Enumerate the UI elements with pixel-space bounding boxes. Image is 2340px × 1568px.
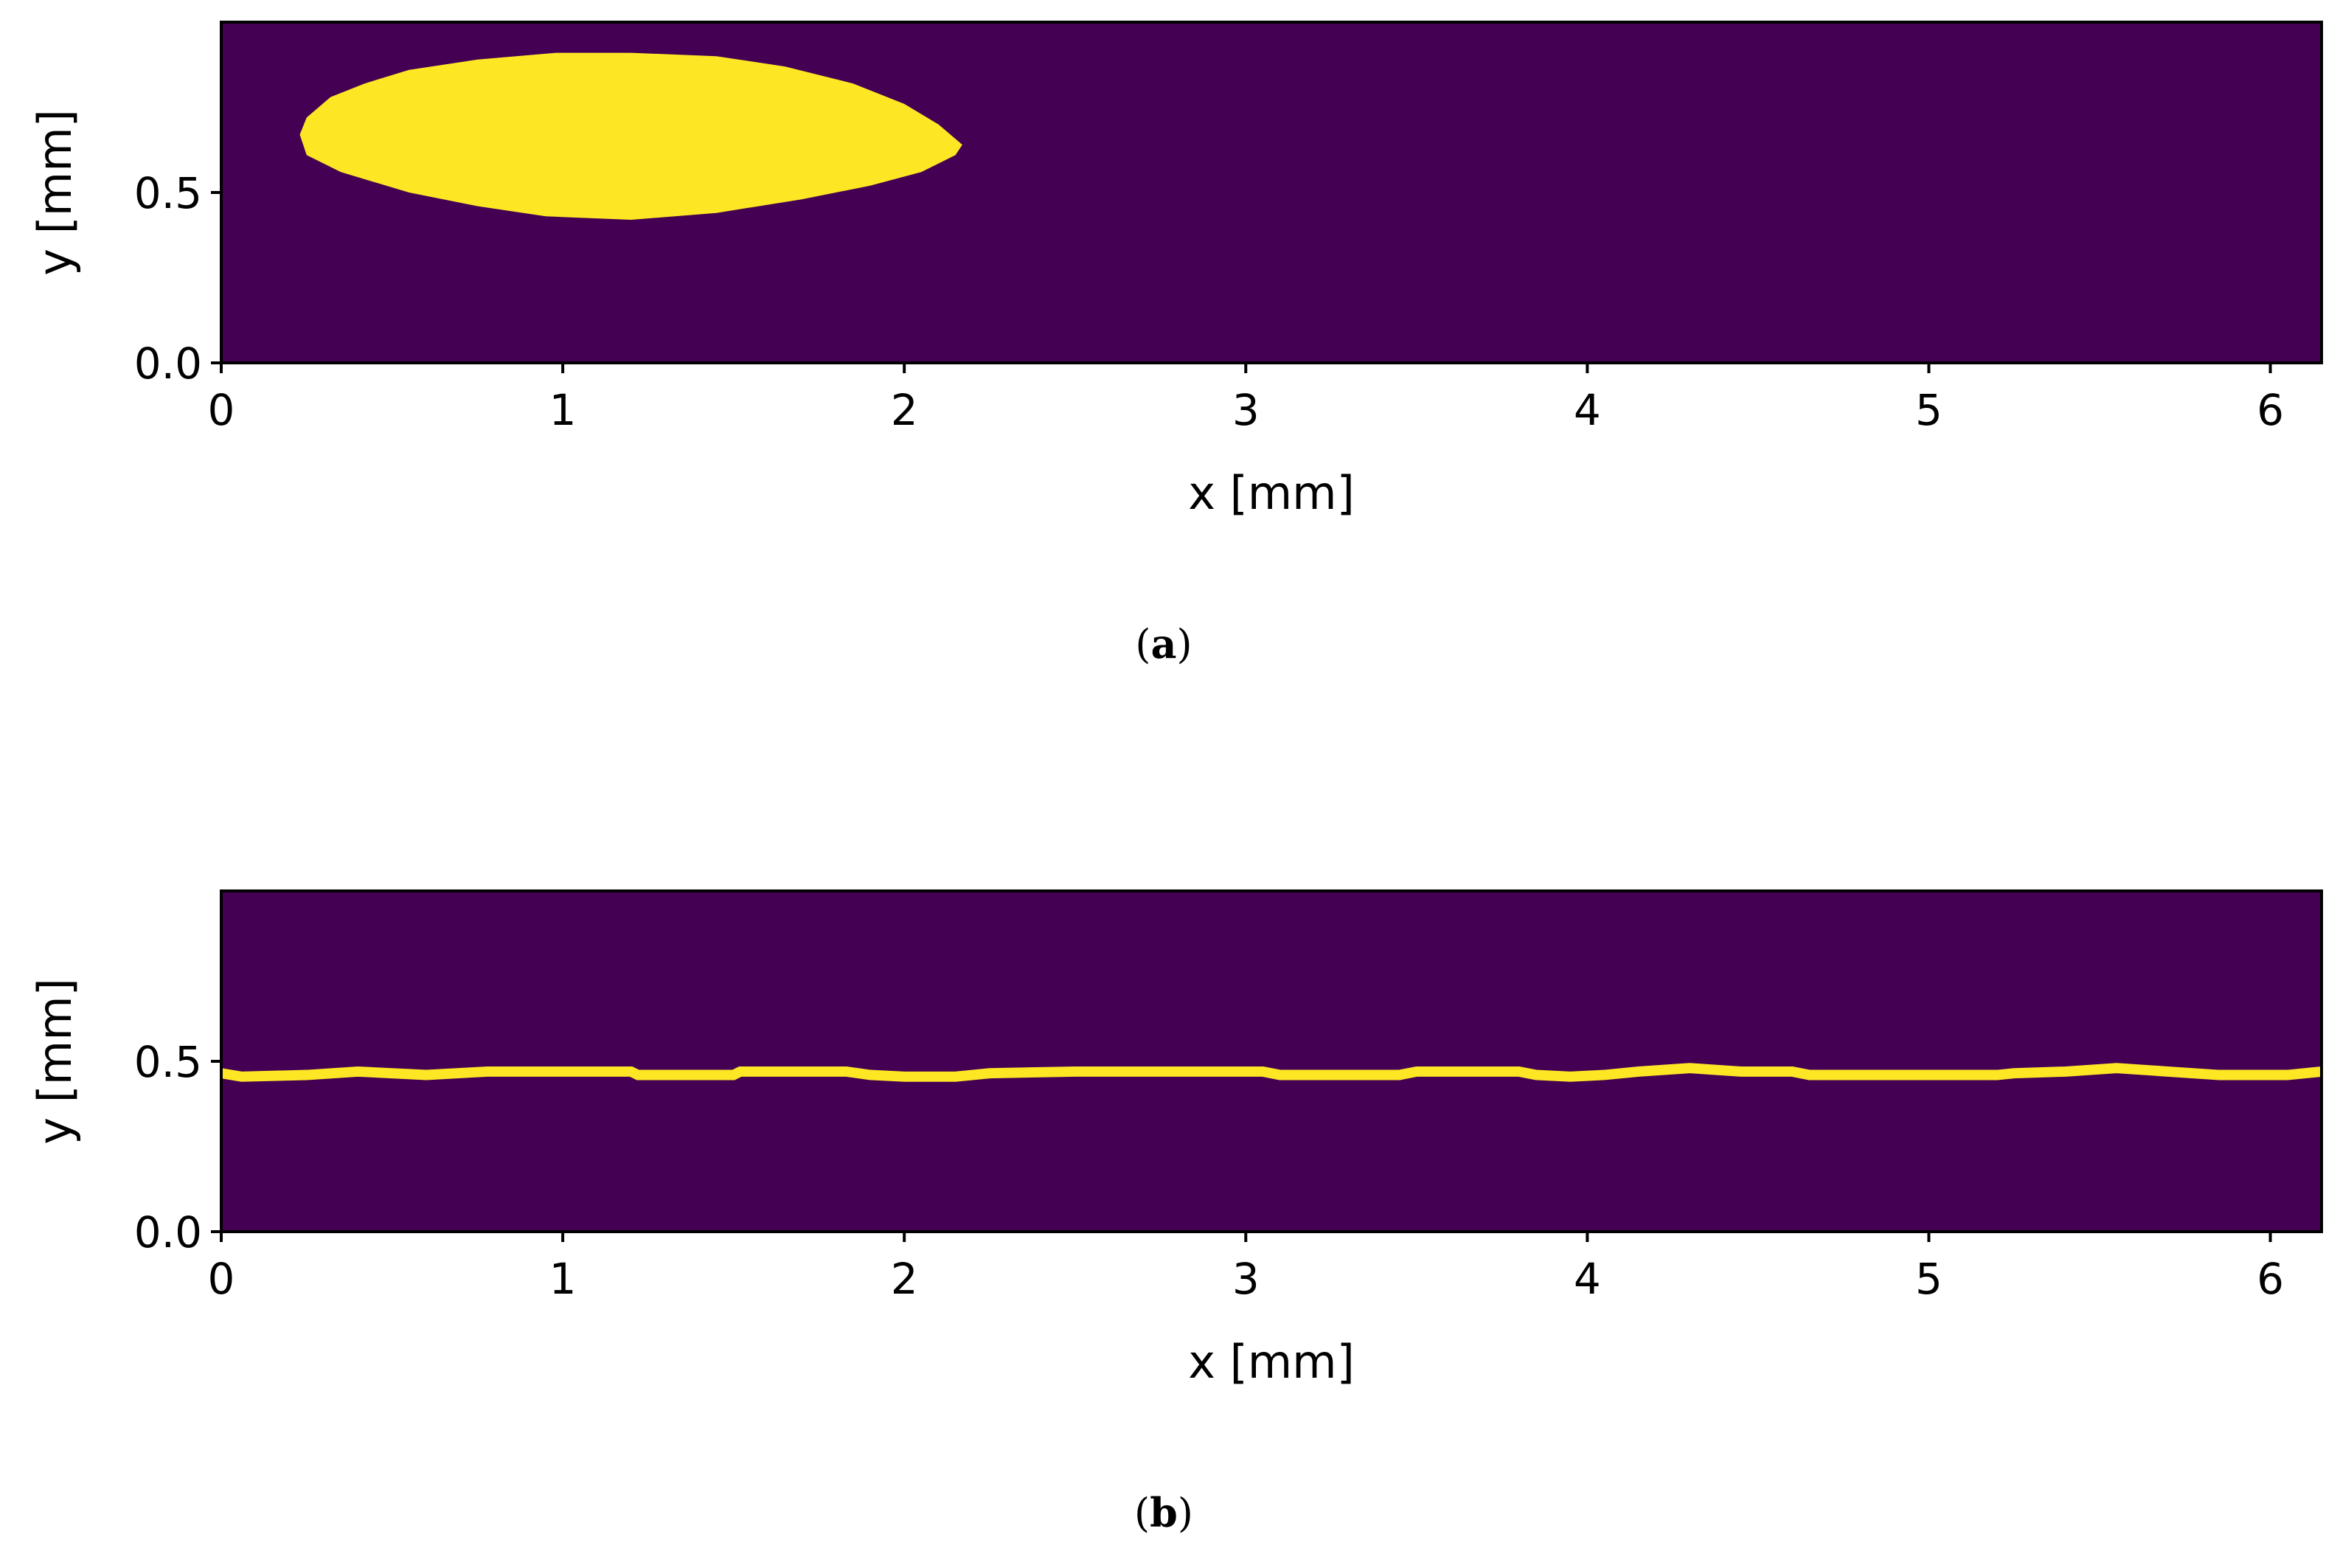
- x-tick-label: 5: [1915, 385, 1943, 435]
- y-tick-label: 0.0: [134, 339, 202, 389]
- film-line: [220, 1063, 2322, 1082]
- x-tick-label: 4: [1574, 1254, 1601, 1304]
- x-tick-label: 2: [891, 1254, 918, 1304]
- x-tick-label: 5: [1915, 1254, 1943, 1304]
- x-tick-label: 6: [2257, 385, 2284, 435]
- y-tick-label: 0.5: [134, 168, 202, 218]
- x-axis-label: x [mm]: [1188, 1335, 1355, 1389]
- subfigure-caption: (b): [1134, 1489, 1193, 1536]
- x-tick-label: 0: [208, 1254, 235, 1304]
- subfigure-caption: (a): [1135, 620, 1192, 667]
- x-tick-label: 3: [1232, 1254, 1260, 1304]
- y-axis-label: y [mm]: [28, 109, 82, 276]
- x-axis-label: x [mm]: [1188, 466, 1355, 520]
- bubble-region: [299, 52, 962, 220]
- panel-a: 0 1 2 3 4 5 6 0.0 0.5 x [mm] y [mm] (a): [28, 21, 2323, 667]
- panel-b: 0 1 2 3 4 5 6 0.0 0.5 x [mm] y [mm] (b): [28, 889, 2323, 1536]
- x-tick-label: 1: [549, 1254, 577, 1304]
- x-tick-label: 2: [891, 385, 918, 435]
- x-tick-label: 0: [208, 385, 235, 435]
- x-tick-label: 1: [549, 385, 577, 435]
- x-tick-label: 3: [1232, 385, 1260, 435]
- caption-letter: a: [1151, 620, 1177, 667]
- x-tick-label: 6: [2257, 1254, 2284, 1304]
- x-tick-label: 4: [1574, 385, 1601, 435]
- caption-letter: b: [1150, 1489, 1178, 1536]
- y-tick-label: 0.0: [134, 1207, 202, 1257]
- y-tick-label: 0.5: [134, 1037, 202, 1087]
- plot-background: [221, 891, 2322, 1232]
- y-axis-label: y [mm]: [28, 978, 82, 1145]
